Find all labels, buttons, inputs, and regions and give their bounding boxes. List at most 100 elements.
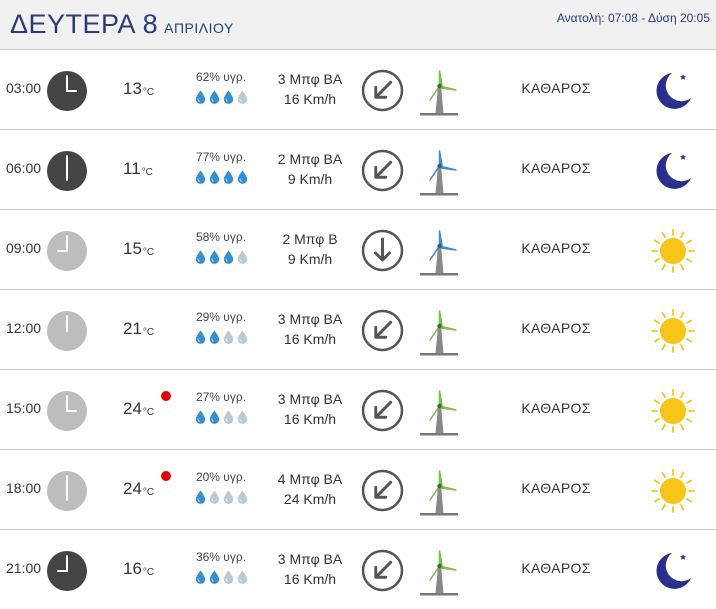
humidity-drop-empty-icon <box>223 490 233 504</box>
temperature-unit: °C <box>142 567 155 578</box>
humidity: 58% υγρ. <box>185 230 257 264</box>
wind-turbine-icon <box>420 550 458 596</box>
humidity-drop-icon <box>209 330 219 344</box>
wind-direction-arrow-icon <box>361 309 404 352</box>
forecast-row: 06:00 11°C 77% υγρ. 2 Μπφ ΒΑ 9 Km/h ΚΑΘΑΡΟΣ <box>0 130 716 210</box>
humidity-drop-empty-icon <box>223 570 233 584</box>
temperature: 16°C <box>123 559 154 579</box>
wind-direction-arrow-icon <box>361 389 404 432</box>
humidity-drop-icon <box>209 90 219 104</box>
humidity: 62% υγρ. <box>185 70 257 104</box>
humidity: 77% υγρ. <box>185 150 257 184</box>
temperature-value: 13 <box>123 79 142 98</box>
wind-beaufort: 2 Μπφ Β <box>282 231 338 247</box>
moon-icon <box>656 553 691 589</box>
wind-turbine-icon <box>420 390 458 436</box>
humidity-drops <box>185 90 257 104</box>
humidity: 29% υγρ. <box>185 310 257 344</box>
humidity-drop-icon <box>195 250 205 264</box>
sky-condition: ΚΑΘΑΡΟΣ <box>521 240 591 256</box>
forecast-time: 15:00 <box>6 400 42 416</box>
humidity-drop-icon <box>195 90 205 104</box>
forecast-row: 21:00 16°C 36% υγρ. 3 Μπφ ΒΑ 16 Km/h ΚΑΘΑΡΟΣ <box>0 530 716 609</box>
wind-info: 2 Μπφ ΒΑ 9 Km/h <box>260 149 360 189</box>
humidity-drop-empty-icon <box>209 490 219 504</box>
clock-icon <box>47 471 87 511</box>
forecast-row: 12:00 21°C 29% υγρ. 3 Μπφ ΒΑ 16 Km/h ΚΑΘΑΡΟΣ <box>0 290 716 370</box>
wind-beaufort: 3 Μπφ ΒΑ <box>277 551 343 567</box>
wind-speed: 24 Km/h <box>283 491 337 507</box>
wind-info: 3 Μπφ ΒΑ 16 Km/h <box>260 69 360 109</box>
sun-icon <box>651 309 695 353</box>
temperature-value: 11 <box>123 159 141 178</box>
forecast-row: 15:00 24°C 27% υγρ. 3 Μπφ ΒΑ 16 Km/h ΚΑΘΑΡΟΣ <box>0 370 716 450</box>
wind-info: 3 Μπφ ΒΑ 16 Km/h <box>260 309 360 349</box>
wind-turbine-icon <box>420 230 458 276</box>
forecast-row: 03:00 13°C 62% υγρ. 3 Μπφ ΒΑ 16 Km/h ΚΑΘΑΡΟΣ <box>0 50 716 130</box>
day-label: ΔΕΥΤΕΡΑ 8 <box>10 9 159 39</box>
wind-speed: 16 Km/h <box>283 571 337 587</box>
humidity-label: 62% υγρ. <box>195 70 247 84</box>
humidity-drop-empty-icon <box>237 330 247 344</box>
humidity-drop-empty-icon <box>223 330 233 344</box>
temperature: 13°C <box>123 79 154 99</box>
forecast-time: 06:00 <box>6 160 42 176</box>
humidity-drop-empty-icon <box>237 490 247 504</box>
humidity-drop-icon <box>209 250 219 264</box>
humidity-label: 58% υγρ. <box>195 230 247 244</box>
temperature-unit: °C <box>142 87 155 98</box>
humidity-drop-icon <box>209 410 219 424</box>
sun-icon <box>651 469 695 513</box>
humidity-drops <box>185 250 257 264</box>
temperature: 24°C <box>123 399 154 419</box>
humidity-drop-icon <box>223 170 233 184</box>
sun-icon <box>651 389 695 433</box>
humidity-drop-empty-icon <box>237 250 247 264</box>
humidity: 20% υγρ. <box>185 470 257 504</box>
forecast-row: 18:00 24°C 20% υγρ. 4 Μπφ ΒΑ 24 Km/h ΚΑΘΑΡΟΣ <box>0 450 716 530</box>
humidity-drop-icon <box>195 490 205 504</box>
moon-icon <box>656 73 691 109</box>
wind-info: 3 Μπφ ΒΑ 16 Km/h <box>260 389 360 429</box>
wind-direction-arrow-icon <box>361 469 404 512</box>
moon-icon <box>656 153 691 189</box>
temperature-value: 15 <box>123 239 142 258</box>
high-temperature-dot-icon <box>161 391 171 401</box>
wind-beaufort: 4 Μπφ ΒΑ <box>277 471 343 487</box>
temperature-unit: °C <box>141 167 153 178</box>
humidity-drop-icon <box>195 170 205 184</box>
wind-speed: 16 Km/h <box>283 91 337 107</box>
wind-info: 2 Μπφ Β 9 Km/h <box>260 229 360 269</box>
humidity-drop-empty-icon <box>237 570 247 584</box>
clock-icon <box>47 71 87 111</box>
wind-info: 3 Μπφ ΒΑ 16 Km/h <box>260 549 360 589</box>
temperature-value: 21 <box>123 319 142 338</box>
wind-beaufort: 3 Μπφ ΒΑ <box>277 71 343 87</box>
temperature-unit: °C <box>142 407 155 418</box>
humidity: 36% υγρ. <box>185 550 257 584</box>
humidity-drops <box>185 170 257 184</box>
humidity-drop-empty-icon <box>223 410 233 424</box>
sunrise-sunset: Ανατολή: 07:08 - Δύση 20:05 <box>556 11 710 25</box>
wind-speed: 9 Km/h <box>287 171 333 187</box>
wind-speed: 9 Km/h <box>287 251 333 267</box>
humidity-drop-icon <box>223 90 233 104</box>
wind-turbine-icon <box>420 310 458 356</box>
forecast-time: 21:00 <box>6 560 42 576</box>
humidity-drop-icon <box>223 250 233 264</box>
sky-condition: ΚΑΘΑΡΟΣ <box>521 320 591 336</box>
wind-direction-arrow-icon <box>361 69 404 112</box>
humidity-drop-icon <box>209 170 219 184</box>
humidity-label: 27% υγρ. <box>195 390 247 404</box>
temperature-value: 16 <box>123 559 142 578</box>
humidity-drops <box>185 330 257 344</box>
temperature: 11°C <box>123 159 153 179</box>
wind-turbine-icon <box>420 70 458 116</box>
high-temperature-dot-icon <box>161 471 171 481</box>
temperature-unit: °C <box>142 327 155 338</box>
humidity-drop-icon <box>195 570 205 584</box>
wind-turbine-icon <box>420 150 458 196</box>
humidity-drops <box>185 410 257 424</box>
wind-direction-arrow-icon <box>361 549 404 592</box>
clock-icon <box>47 151 87 191</box>
